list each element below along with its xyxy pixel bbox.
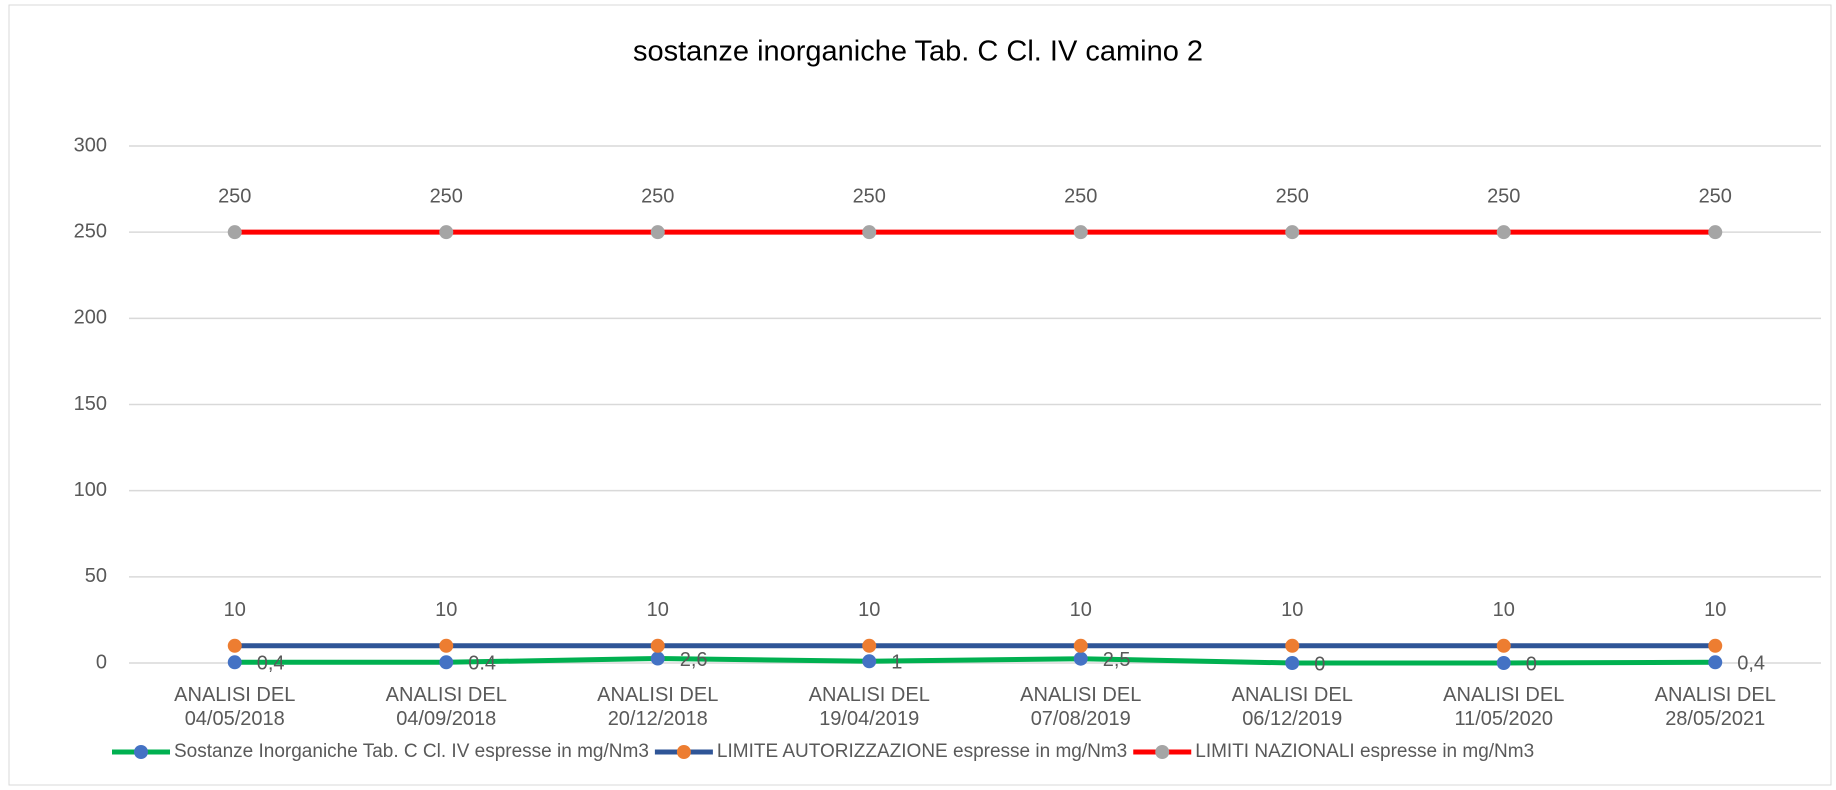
x-tick-label: ANALISI DEL 28/05/2021 [1655,684,1776,730]
data-label: 2,6 [680,649,708,671]
x-tick-label: ANALISI DEL 04/09/2018 [386,684,507,730]
data-point [439,655,454,670]
legend-label: LIMITI NAZIONALI espresse in mg/Nm3 [1195,741,1534,762]
data-point [1496,225,1511,240]
legend: Sostanze Inorganiche Tab. C Cl. IV espre… [112,741,1534,762]
data-label: 250 [218,185,251,207]
data-point [862,225,877,240]
data-label: 0,4 [1737,653,1765,675]
data-point [1073,638,1088,653]
data-point [1708,225,1723,240]
data-label: 250 [1487,185,1520,207]
data-point [227,655,242,670]
x-tick-label: ANALISI DEL 04/05/2018 [174,684,295,730]
series-line [234,656,1716,666]
data-point [1496,638,1511,653]
data-point [1708,655,1723,670]
data-point [1285,656,1300,670]
legend-marker [1155,745,1170,759]
y-tick-label: 150 [74,393,107,415]
x-tick-label: ANALISI DEL 07/08/2019 [1020,684,1141,730]
data-label: 250 [641,185,674,207]
legend-marker [676,745,691,759]
data-point [439,225,454,240]
data-label: 250 [1699,185,1732,207]
data-label: 10 [1281,599,1303,621]
data-label: 10 [1493,599,1515,621]
data-point [1073,651,1088,666]
data-label: 250 [1276,185,1309,207]
data-point [650,225,665,240]
data-point [1073,225,1088,240]
x-tick-label: ANALISI DEL 20/12/2018 [597,684,718,730]
y-tick-label: 300 [74,134,107,156]
chart-title: sostanze inorganiche Tab. C Cl. IV camin… [633,36,1203,68]
data-point [1285,638,1300,653]
data-point [650,651,665,666]
data-label: 10 [1704,599,1726,621]
data-point [227,225,242,240]
data-point [227,638,242,653]
data-label: 0 [1314,653,1325,675]
x-tick-label: ANALISI DEL 11/05/2020 [1443,684,1564,730]
x-tick-label: ANALISI DEL 06/12/2019 [1232,684,1353,730]
data-label: 10 [435,599,457,621]
data-point [862,638,877,653]
data-label: 10 [647,599,669,621]
legend-label: LIMITE AUTORIZZAZIONE espresse in mg/Nm3 [717,741,1127,762]
data-label: 10 [858,599,880,621]
data-label: 250 [1064,185,1097,207]
x-tick-label: ANALISI DEL 19/04/2019 [809,684,930,730]
data-point [650,638,665,653]
data-point [1496,656,1511,670]
chart-frame [8,4,1832,786]
y-tick-label: 100 [74,479,107,501]
y-tick-label: 200 [74,307,107,329]
data-label: 0 [1526,653,1537,675]
data-point [1285,225,1300,240]
data-label: 250 [430,185,463,207]
data-point [862,654,877,669]
y-tick-label: 250 [74,220,107,242]
data-point [1708,638,1723,653]
data-label: 1 [891,652,902,674]
data-label: 10 [1070,599,1092,621]
data-label: 0.4 [468,653,496,675]
data-label: 0,4 [257,653,285,675]
data-label: 10 [224,599,246,621]
legend-label: Sostanze Inorganiche Tab. C Cl. IV espre… [174,741,649,762]
y-tick-label: 50 [85,565,107,587]
y-tick-label: 0 [96,651,107,673]
data-point [439,638,454,653]
data-label: 250 [853,185,886,207]
legend-marker [134,745,148,759]
data-label: 2,5 [1103,649,1131,671]
